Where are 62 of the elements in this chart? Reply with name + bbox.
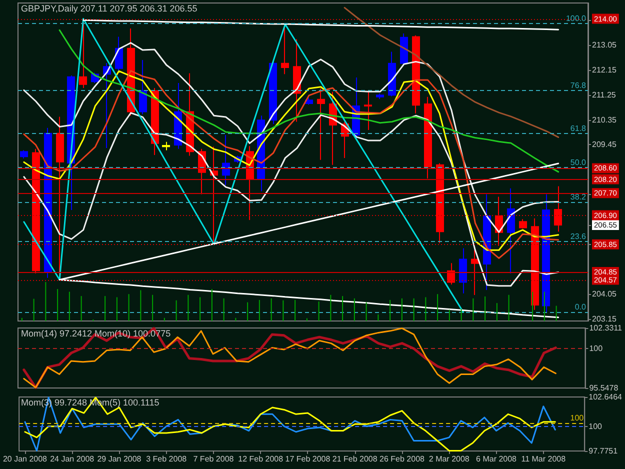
- y-tick-label: 97.7751: [588, 446, 618, 456]
- chart-title: GBPJPY,Daily 207.11 207.95 206.31 206.55: [21, 4, 198, 14]
- y-tick-label: 204.05: [592, 290, 618, 299]
- x-tick-label: 29 Jan 2008: [97, 454, 142, 464]
- x-tick-label: 21 Feb 2008: [332, 454, 378, 464]
- candlestick: [542, 194, 550, 312]
- annotation: 100.0: [566, 14, 587, 23]
- candlestick: [554, 186, 562, 232]
- x-tick-label: 7 Feb 2008: [193, 454, 234, 464]
- candlestick: [388, 51, 396, 97]
- y-tick-label: 102.3311: [589, 324, 623, 332]
- ref-line-label: 100: [570, 414, 584, 423]
- y-tick-label: 100: [588, 422, 603, 431]
- candlestick: [519, 218, 527, 230]
- x-tick-label: 20 Jan 2008: [2, 454, 48, 464]
- candlestick: [305, 97, 313, 106]
- annotation: 61.8: [570, 124, 587, 134]
- line-series: [344, 6, 560, 138]
- x-tick-label: 12 Feb 2008: [238, 454, 284, 464]
- line-series: [23, 18, 464, 313]
- y-tick-label: 213.05: [592, 40, 618, 50]
- x-tick-label: 17 Feb 2008: [285, 454, 331, 464]
- candlestick: [364, 90, 372, 131]
- candlestick: [459, 248, 467, 294]
- y-tick-label: 212.15: [592, 65, 618, 74]
- candlestick: [471, 250, 479, 296]
- line-series: [23, 42, 560, 233]
- candlestick: [269, 60, 277, 124]
- x-tick-label: 11 Mar 2008: [521, 454, 566, 464]
- y-tick-label: 211.25: [592, 90, 616, 100]
- line-series: [58, 29, 560, 173]
- candlestick: [162, 141, 170, 151]
- y-tick-label: 100: [589, 344, 604, 354]
- candlestick: [400, 32, 408, 66]
- candlestick: [32, 148, 40, 274]
- candlestick: [210, 146, 218, 245]
- y-tick-label: 203.15: [592, 314, 618, 324]
- candlestick: [424, 96, 432, 179]
- annotation: 76.8: [570, 80, 587, 90]
- y-tick-label: 210.35: [592, 115, 618, 124]
- candlestick: [317, 88, 325, 160]
- candlestick: [222, 134, 230, 186]
- y-tick-label: 102.6464: [588, 392, 623, 402]
- annotation: 38.2: [570, 192, 587, 202]
- x-tick-label: 24 Jan 2008: [50, 454, 95, 464]
- x-tick-label: 6 Mar 2008: [476, 454, 518, 464]
- annotation: 50.0: [570, 158, 587, 168]
- x-tick-label: 2 Mar 2008: [428, 454, 470, 464]
- candlestick: [20, 150, 28, 160]
- candlestick: [436, 162, 444, 244]
- annotation: 0.0: [574, 302, 587, 312]
- line-series: [82, 19, 560, 30]
- x-tick-label: 3 Feb 2008: [146, 454, 188, 464]
- y-tick-label: 95.5478: [589, 384, 619, 392]
- candlestick: [293, 38, 301, 122]
- x-tick-label: 26 Feb 2008: [380, 454, 426, 464]
- y-tick-label: 209.45: [592, 140, 618, 150]
- annotation: 23.6: [570, 232, 587, 242]
- candlestick: [139, 60, 147, 115]
- candlestick: [115, 36, 123, 72]
- candlestick: [376, 93, 384, 100]
- candlestick: [507, 188, 515, 274]
